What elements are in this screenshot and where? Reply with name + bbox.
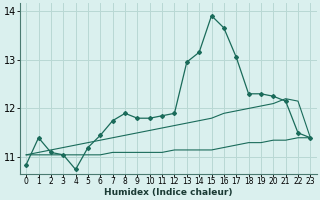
X-axis label: Humidex (Indice chaleur): Humidex (Indice chaleur) [104,188,233,197]
